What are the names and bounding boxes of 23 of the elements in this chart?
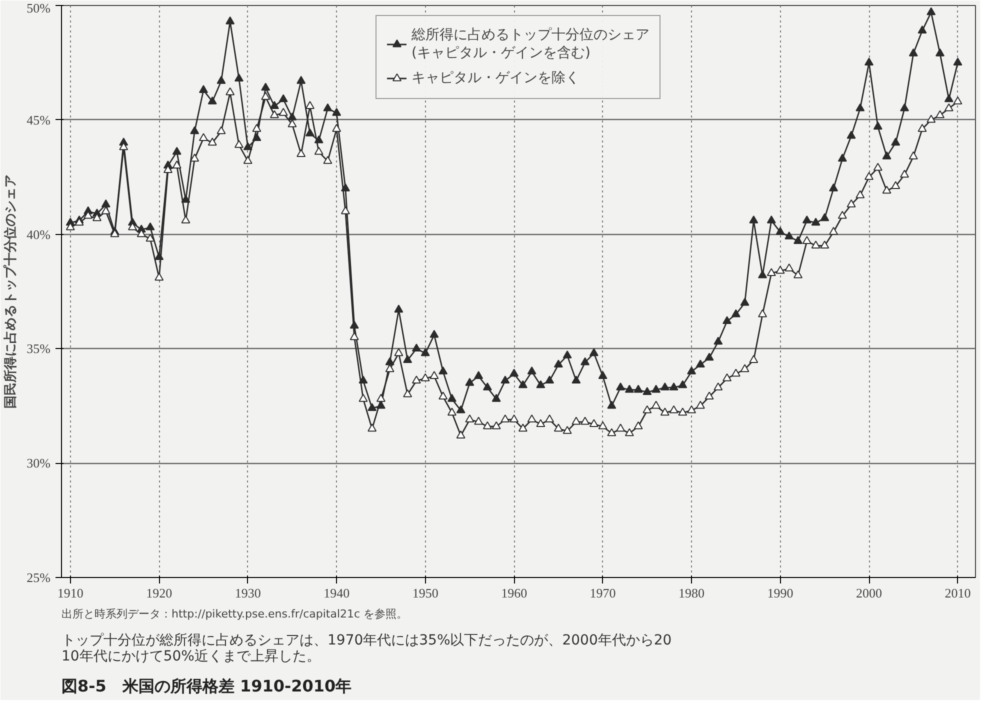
y-tick-label: 45% <box>26 112 51 128</box>
x-tick-label: 1920 <box>146 586 172 600</box>
x-tick-label: 1970 <box>590 586 616 600</box>
x-tick-label: 1960 <box>501 586 528 600</box>
y-tick-label: 50% <box>26 0 51 16</box>
x-tick-label: 1950 <box>412 586 438 600</box>
y-tick-label: 40% <box>26 226 51 242</box>
text: トップ十分位が総所得に占めるシェアは、1970年代には35%以下だったのが、2000年代から2010年代にかけて50%近くまで上昇した。 <box>62 632 672 664</box>
x-tick-label: 1940 <box>324 586 350 600</box>
x-tick-label: 2010 <box>944 586 971 600</box>
legend-label: キャピタル・ゲインを除く <box>412 69 580 87</box>
y-tick-label: 35% <box>26 341 51 356</box>
y-tick-label: 30% <box>26 456 51 471</box>
x-tick-label: 1930 <box>234 586 261 600</box>
text: 出所と時系列データ：http://piketty.pse.ens.fr/capital21c を参照。 <box>62 608 408 620</box>
x-tick-label: 2000 <box>856 586 882 600</box>
x-tick-label: 1980 <box>678 586 705 600</box>
y-axis-title: 国民所得に占めるトップ十分位のシェア <box>2 174 19 408</box>
legend-label: 総所得に占めるトップ十分位のシェア (キャピタル・ゲインを含む) <box>412 26 650 62</box>
x-tick-label: 1910 <box>57 586 84 600</box>
text: 図8-5 米国の所得格差 1910-2010年 <box>62 676 352 696</box>
x-tick-label: 1990 <box>767 586 794 600</box>
y-tick-label: 25% <box>26 570 51 585</box>
